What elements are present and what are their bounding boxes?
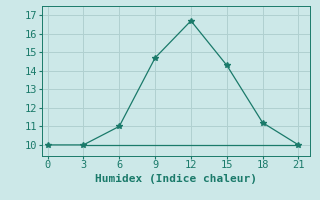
X-axis label: Humidex (Indice chaleur): Humidex (Indice chaleur) [95,174,257,184]
